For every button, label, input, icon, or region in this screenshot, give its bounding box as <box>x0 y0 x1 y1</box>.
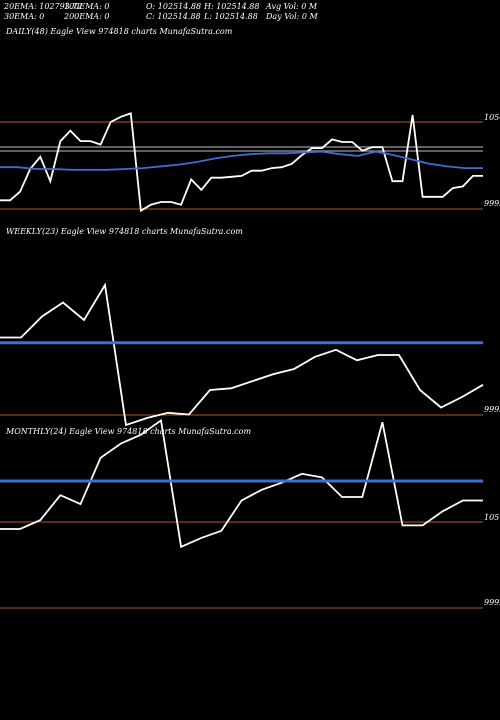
daily-panel-title: DAILY(48) Eagle View 974818 charts Munaf… <box>6 27 233 36</box>
header-high: H: 102514.88 <box>204 2 260 11</box>
daily-price-line <box>0 112 483 213</box>
daily-ytick-lower: 9993 <box>484 199 500 208</box>
daily-ema-line <box>0 150 483 171</box>
weekly-ytick-lower: 9993 <box>484 405 500 414</box>
header-open: O: 102514.88 <box>146 2 202 11</box>
header-avg-vol: Avg Vol: 0 M <box>266 2 318 11</box>
monthly-panel-title: MONTHLY(24) Eagle View 974818 charts Mun… <box>6 427 252 436</box>
monthly-ytick-upper: 1051 <box>484 513 500 522</box>
weekly-price-line <box>0 282 484 427</box>
header-ema20: 20EMA: 102793.72 <box>4 2 83 11</box>
daily-ytick-upper: 1050 <box>484 113 500 122</box>
header-low: L: 102514.88 <box>204 12 258 21</box>
header-close: C: 102514.88 <box>146 12 201 21</box>
weekly-panel-title: WEEKLY(23) Eagle View 974818 charts Muna… <box>6 227 243 236</box>
monthly-ytick-lower: 9999 <box>484 598 500 607</box>
header-day-vol: Day Vol: 0 M <box>266 12 318 21</box>
header-ema100: 100EMA: 0 <box>64 2 110 11</box>
header-ema200: 200EMA: 0 <box>64 12 110 21</box>
header-ema30: 30EMA: 0 <box>4 12 45 21</box>
monthly-price-line <box>0 418 483 549</box>
